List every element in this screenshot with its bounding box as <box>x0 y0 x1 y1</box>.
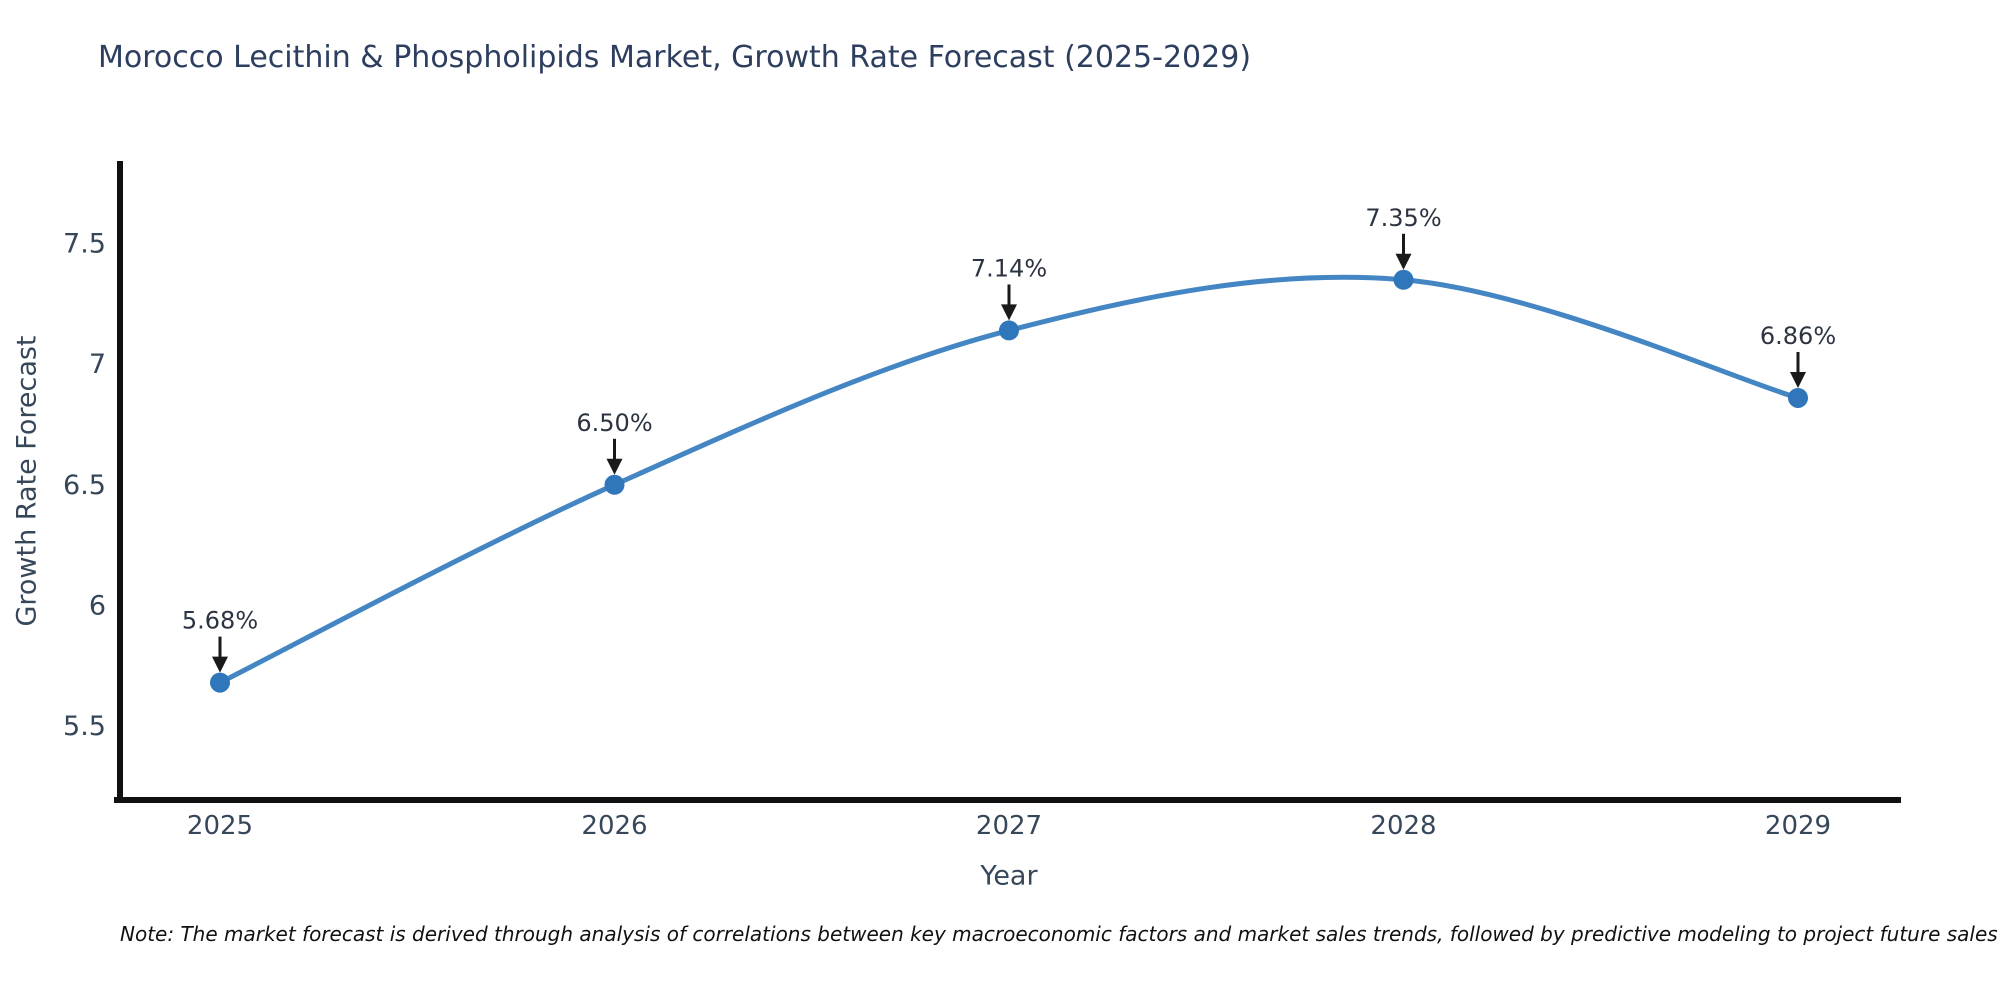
annotation-arrow-head <box>1790 371 1806 388</box>
data-point-marker <box>1393 269 1414 290</box>
x-tick-label: 2026 <box>581 811 647 841</box>
annotation-label: 7.35% <box>1365 204 1441 232</box>
annotation-arrow-head <box>1395 253 1412 270</box>
y-tick-label: 6.5 <box>63 470 106 501</box>
annotation-label: 7.14% <box>971 254 1047 282</box>
y-tick-label: 5.5 <box>63 711 106 742</box>
annotation-label: 6.50% <box>576 409 652 437</box>
data-point-marker <box>604 474 625 495</box>
annotation-arrow-head <box>212 656 228 673</box>
x-tick-label: 2025 <box>187 811 253 841</box>
x-tick-label: 2029 <box>1765 811 1831 841</box>
y-tick-label: 6 <box>89 590 106 621</box>
y-tick-label: 7.5 <box>63 229 106 260</box>
annotation-arrow-head <box>606 458 623 475</box>
footnote: Note: The market forecast is derived thr… <box>120 922 1998 946</box>
x-tick-label: 2027 <box>976 811 1042 841</box>
chart-title: Morocco Lecithin & Phospholipids Market,… <box>98 40 1252 75</box>
x-axis-title: Year <box>980 860 1038 892</box>
data-point-marker <box>999 320 1019 341</box>
annotation-label: 6.86% <box>1760 322 1836 350</box>
data-point-marker <box>210 672 230 693</box>
data-point-marker <box>1788 387 1808 408</box>
annotation-arrow-head <box>1001 304 1017 321</box>
y-tick-label: 7 <box>89 349 106 380</box>
x-tick-label: 2028 <box>1370 811 1436 841</box>
annotation-label: 5.68% <box>182 607 258 635</box>
